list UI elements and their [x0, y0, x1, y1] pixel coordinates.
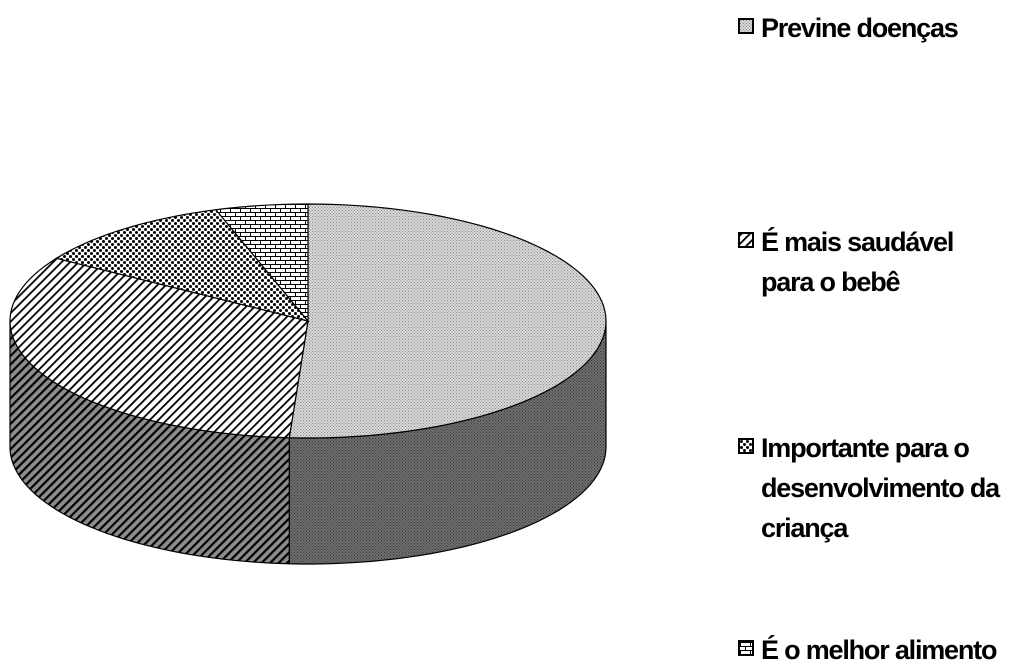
legend-swatch-dark-dots — [738, 438, 754, 454]
legend: Previne doenças É mais saudável para o b… — [738, 0, 1032, 668]
legend-item-mais-saudavel: É mais saudável para o bebê — [738, 222, 954, 302]
legend-label: É mais saudável para o bebê — [761, 227, 954, 297]
pie-slice-coarse-dotted — [54, 209, 310, 323]
legend-item-importante-desenvolvimento: Importante para o desenvolvimento da cri… — [738, 428, 1000, 548]
pie-slice-brick — [214, 203, 309, 323]
pie-chart — [9, 203, 607, 565]
pie-slice-fine-dotted-gray — [288, 203, 607, 439]
legend-swatch-light-dots — [738, 18, 754, 34]
legend-swatch-diagonal-stripes — [738, 232, 754, 248]
pie-slices — [9, 203, 607, 439]
legend-item-melhor-alimento: É o melhor alimento — [738, 630, 997, 670]
legend-swatch-bricks — [738, 640, 754, 656]
legend-item-previne-doencas: Previne doenças — [738, 8, 959, 48]
legend-label: Previne doenças — [761, 13, 959, 43]
pie-slice-diagonal-hatch — [9, 257, 309, 439]
legend-label: É o melhor alimento — [761, 635, 997, 665]
legend-label: Importante para o desenvolvimento da cri… — [761, 433, 1000, 543]
